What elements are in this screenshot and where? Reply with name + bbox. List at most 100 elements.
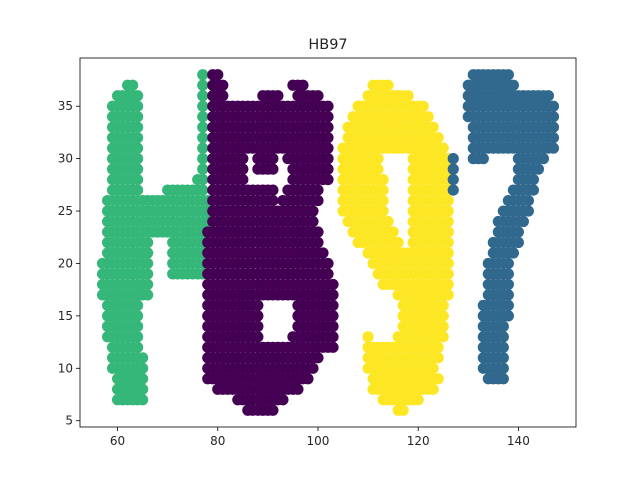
data-point: [442, 289, 454, 301]
data-point: [237, 153, 249, 165]
data-point: [497, 362, 509, 374]
y-tick-label: 5: [65, 414, 73, 428]
data-point: [237, 163, 249, 175]
data-point: [327, 310, 339, 322]
x-tick-label: 80: [210, 434, 225, 448]
data-point: [442, 226, 454, 238]
data-point: [322, 268, 334, 280]
data-point: [212, 69, 224, 81]
data-point: [447, 163, 459, 175]
data-point: [137, 394, 149, 406]
data-point: [312, 236, 324, 249]
data-point: [197, 132, 209, 144]
data-point: [502, 257, 514, 270]
data-point: [437, 142, 449, 154]
data-point: [477, 153, 489, 165]
data-point: [497, 341, 509, 353]
data-point: [427, 383, 439, 395]
data-point: [327, 299, 339, 311]
data-point: [142, 236, 154, 249]
data-point: [517, 215, 529, 228]
data-point: [442, 205, 454, 217]
data-point: [327, 331, 339, 343]
data-point: [267, 163, 279, 175]
data-point: [437, 310, 449, 322]
x-axis: 60 80 100 120 140: [110, 427, 530, 448]
data-point: [442, 278, 454, 291]
data-point: [502, 268, 514, 280]
data-point: [377, 194, 389, 207]
data-point: [322, 163, 334, 175]
y-tick-label: 20: [58, 256, 73, 270]
data-point: [447, 184, 459, 196]
data-point: [142, 268, 154, 280]
data-point: [132, 121, 144, 133]
data-point: [442, 215, 454, 228]
y-tick-label: 30: [58, 152, 73, 166]
data-point: [292, 383, 304, 395]
data-point: [547, 142, 560, 154]
data-point: [132, 111, 144, 123]
data-point: [427, 121, 439, 133]
data-point: [217, 79, 229, 91]
data-point: [402, 90, 414, 102]
data-point: [382, 79, 394, 91]
data-point: [512, 236, 524, 249]
data-point: [447, 174, 459, 186]
data-point: [497, 331, 509, 343]
data-point: [527, 184, 540, 196]
data-point: [547, 100, 560, 112]
series-0: [96, 69, 214, 406]
data-point: [217, 90, 229, 102]
data-point: [132, 153, 144, 165]
data-point: [132, 142, 144, 154]
data-point: [377, 184, 389, 196]
data-point: [252, 331, 264, 343]
data-point: [432, 132, 444, 144]
data-point: [197, 142, 209, 154]
data-point: [132, 331, 144, 343]
data-point: [327, 320, 339, 332]
data-point: [197, 69, 209, 81]
data-point: [432, 341, 444, 353]
data-point: [497, 352, 509, 364]
data-point: [197, 184, 209, 196]
data-point: [312, 352, 324, 364]
data-point: [522, 205, 535, 217]
data-point: [442, 268, 454, 280]
data-point: [132, 310, 144, 322]
data-point: [307, 215, 319, 228]
data-point: [497, 373, 509, 385]
x-tick-label: 120: [407, 434, 430, 448]
data-point: [197, 79, 209, 91]
data-point: [252, 320, 264, 332]
data-point: [267, 153, 279, 165]
data-point: [142, 278, 154, 291]
data-point: [322, 174, 334, 186]
data-point: [317, 247, 329, 259]
data-point: [132, 174, 144, 186]
data-point: [327, 289, 339, 301]
data-point: [142, 257, 154, 270]
data-point: [302, 373, 314, 385]
data-point: [142, 247, 154, 259]
data-point: [132, 341, 144, 353]
data-point: [297, 79, 309, 91]
data-point: [312, 184, 324, 196]
data-point: [322, 100, 334, 112]
data-point: [267, 184, 279, 196]
x-tick-label: 60: [110, 434, 125, 448]
data-point: [512, 226, 524, 238]
chart-title: HB97: [308, 37, 347, 53]
data-point: [132, 100, 144, 112]
data-points: [96, 69, 560, 416]
data-point: [412, 394, 424, 406]
data-point: [502, 278, 514, 291]
data-point: [322, 132, 334, 144]
data-point: [127, 79, 139, 91]
data-point: [547, 121, 560, 133]
data-point: [502, 299, 514, 311]
data-point: [197, 121, 209, 133]
data-point: [502, 289, 514, 301]
